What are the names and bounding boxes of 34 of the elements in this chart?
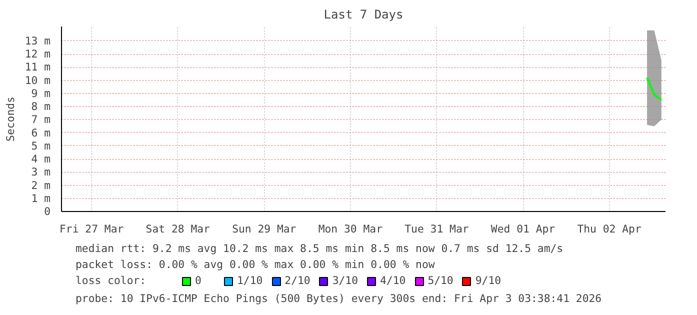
text: packet loss: 0.00 % avg 0.00 % max 0.00 % min 0.00 % now	[76, 258, 436, 271]
legend-label: 9/10	[475, 274, 502, 287]
legend-label: 5/10	[428, 274, 454, 287]
y-tick-label: 13 m	[24, 34, 51, 48]
x-tick-label: Fri 27 Mar	[60, 222, 124, 236]
x-tick-label: Mon 30 Mar	[318, 222, 384, 236]
y-tick-label: 11 m	[24, 60, 51, 74]
y-tick-label: 8 m	[31, 100, 51, 114]
y-tick-label: 6 m	[31, 126, 51, 140]
legend-label: 3/10	[332, 274, 358, 287]
y-tick-label: 5 m	[31, 139, 51, 152]
legend-label: 4/10	[380, 274, 406, 287]
legend-title: loss color:	[76, 274, 146, 287]
y-tick-label: 9 m	[31, 86, 51, 100]
legend-label: 1/10	[237, 274, 263, 287]
y-tick-label: 2 m	[31, 178, 51, 192]
y-tick-label: 0	[44, 205, 51, 218]
x-tick-label: Tue 31 Mar	[404, 222, 470, 236]
chart-title: Last 7 Days	[324, 8, 404, 22]
y-tick-label: 4 m	[31, 152, 51, 166]
y-tick-label: 10 m	[24, 74, 51, 87]
x-tick-label: Wed 01 Apr	[490, 222, 556, 236]
text: median rtt: 9.2 ms avg 10.2 ms max 8.5 ms min 8.5 ms now 0.7 ms sd 12.5 am/s	[76, 242, 564, 255]
y-axis-title: Seconds	[4, 96, 17, 142]
x-tick-label: Sat 28 Mar	[146, 222, 211, 236]
y-tick-label: 7 m	[31, 113, 51, 126]
legend-label: 0	[195, 274, 202, 287]
x-tick-label: Sun 29 Mar	[232, 222, 297, 236]
y-tick-label: 12 m	[24, 48, 51, 61]
y-tick-label: 3 m	[31, 166, 51, 179]
legend-label: 2/10	[284, 274, 310, 287]
x-tick-label: Thu 02 Apr	[577, 222, 642, 236]
text: probe: 10 IPv6-ICMP Echo Pings (500 Bytes) every 300s end: Fri Apr 3 03:38:41 2026	[76, 292, 602, 305]
y-tick-label: 1 m	[31, 192, 51, 205]
